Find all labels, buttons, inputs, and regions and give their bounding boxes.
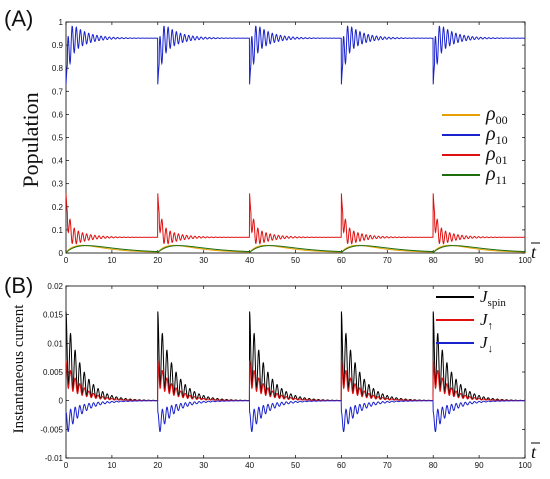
x-tick-label: 10 xyxy=(107,256,116,265)
legend-label-main: J xyxy=(480,310,489,329)
x-tick-label: 30 xyxy=(199,256,208,265)
legend-label: J↑ xyxy=(480,310,493,332)
legend-item: ρ11 xyxy=(442,163,507,187)
y-tick-label: 0.2 xyxy=(52,203,64,212)
legend-label-sub: 10 xyxy=(496,133,508,147)
legend-label-sub: spin xyxy=(488,297,507,309)
legend-label-sub: 11 xyxy=(496,173,508,187)
y-tick-label: 0.9 xyxy=(52,41,64,50)
panel-a-axes: 0 10 20 30 40 50 60 70 80 90 10000.10.20.30.40.50.… xyxy=(52,18,532,265)
x-tick-label: 0 xyxy=(64,461,69,470)
x-tick-label: 80 xyxy=(429,461,438,470)
x-tick-label: 40 xyxy=(245,461,254,470)
x-tick-label: 0 xyxy=(64,256,69,265)
x-tick-label: 60 xyxy=(337,461,346,470)
panel-b-plot-frame xyxy=(65,285,526,459)
legend-label-sub: ↑ xyxy=(488,320,494,332)
legend-label-main: J xyxy=(480,287,489,306)
series-line-ρ10 xyxy=(65,25,526,85)
y-tick-label: 0.1 xyxy=(52,226,64,235)
legend-label-sub: ↓ xyxy=(488,343,494,355)
legend-label-main: ρ xyxy=(485,143,496,165)
x-tick-label: 80 xyxy=(429,256,438,265)
x-tick-label: 70 xyxy=(383,461,392,470)
x-tick-label: 50 xyxy=(291,461,300,470)
legend-label-main: J xyxy=(480,333,489,352)
panel-b-label: (B) xyxy=(4,273,33,298)
x-tick-label: 100 xyxy=(518,461,532,470)
legend-label: Jspin xyxy=(480,287,506,309)
panel-b-y-axis-label: Instantaneous current xyxy=(11,304,27,434)
x-tick-label: 20 xyxy=(153,256,162,265)
legend-label-main: ρ xyxy=(485,123,496,145)
panel-b-x-axis-label: t xyxy=(531,442,540,462)
y-tick-label: -0.005 xyxy=(40,425,63,434)
legend-label: J↓ xyxy=(480,333,493,355)
legend-item: ρ01 xyxy=(442,143,508,167)
series-line-J↓ xyxy=(65,400,526,433)
y-tick-label: 0 xyxy=(59,397,64,406)
legend-item: ρ00 xyxy=(442,103,508,127)
legend-label-sub: 00 xyxy=(496,113,508,127)
legend-label: ρ01 xyxy=(485,143,508,167)
x-tick-label: 20 xyxy=(153,461,162,470)
x-tick-label: 30 xyxy=(199,461,208,470)
y-tick-label: 0.5 xyxy=(52,134,64,143)
y-tick-label: -0.01 xyxy=(45,454,64,463)
x-tick-label: 90 xyxy=(475,256,484,265)
x-tick-label: 50 xyxy=(291,256,300,265)
x-tick-label: 40 xyxy=(245,256,254,265)
x-tick-label: 70 xyxy=(383,256,392,265)
panel-a-plot-frame xyxy=(65,21,526,254)
panel-a-y-axis-label: Population xyxy=(18,92,43,187)
x-tick-label: 10 xyxy=(107,461,116,470)
legend-item: Jspin xyxy=(436,287,506,309)
panel-a-label: (A) xyxy=(4,6,33,31)
y-tick-label: 1 xyxy=(59,18,64,27)
legend-label: ρ11 xyxy=(485,163,507,187)
panel-a-x-axis-label-text: t xyxy=(531,242,537,262)
y-tick-label: 0.6 xyxy=(52,110,64,119)
y-tick-label: 0.7 xyxy=(52,87,64,96)
y-tick-label: 0.005 xyxy=(43,368,64,377)
legend-item: J↑ xyxy=(436,310,493,332)
series-line-ρ01 xyxy=(65,193,526,245)
legend-label: ρ00 xyxy=(485,103,508,127)
series-line-Jspin xyxy=(65,311,525,402)
legend-label-sub: 01 xyxy=(496,153,508,167)
x-tick-label: 60 xyxy=(337,256,346,265)
legend-label-main: ρ xyxy=(485,103,496,125)
panel-a-lines xyxy=(65,25,526,254)
series-line-ρ11 xyxy=(65,245,525,254)
y-tick-label: 0.3 xyxy=(52,180,64,189)
x-tick-label: 100 xyxy=(518,256,532,265)
panel-b-x-axis-label-text: t xyxy=(531,442,537,462)
legend-label-main: ρ xyxy=(485,163,496,185)
y-tick-label: 0.4 xyxy=(52,157,64,166)
legend-item: J↓ xyxy=(436,333,493,355)
legend-label: ρ10 xyxy=(485,123,508,147)
y-tick-label: 0.015 xyxy=(43,311,64,320)
panel-a: (A) Population 0 10 20 30 40 50 60 70 80 90 10000.… xyxy=(4,6,540,265)
y-tick-label: 0.02 xyxy=(47,282,63,291)
x-tick-label: 90 xyxy=(475,461,484,470)
panel-b: (B) Instantaneous current 0 10 20 30 40 50 60 7… xyxy=(4,273,540,470)
y-tick-label: 0.01 xyxy=(47,339,63,348)
panel-a-x-axis-label: t xyxy=(531,242,540,262)
legend-item: ρ10 xyxy=(442,123,508,147)
panel-b-axes: 0 10 20 30 40 50 60 70 80 90 100 -0.01 -0.005 0 0.005 0… xyxy=(40,282,532,470)
panel-b-lines xyxy=(65,311,526,433)
y-tick-label: 0.8 xyxy=(52,64,64,73)
y-tick-label: 0 xyxy=(59,249,64,258)
